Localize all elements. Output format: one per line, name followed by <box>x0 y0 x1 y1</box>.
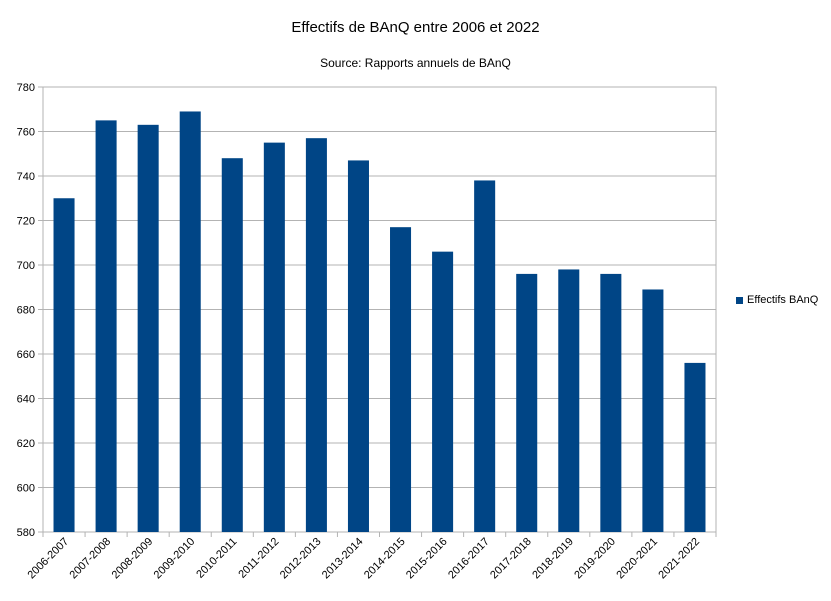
bar <box>390 227 412 533</box>
x-tick-label: 2010-2011 <box>194 536 239 581</box>
bar <box>221 158 243 532</box>
x-tick-label: 2019-2020 <box>572 536 618 582</box>
y-tick-label: 720 <box>17 216 35 228</box>
bar <box>516 273 538 532</box>
x-tick-label: 2016-2017 <box>446 536 492 582</box>
chart-subtitle: Source: Rapports annuels de BAnQ <box>320 56 511 70</box>
x-tick-label: 2013-2014 <box>320 536 366 582</box>
bar <box>684 362 706 532</box>
legend-swatch <box>736 296 743 304</box>
y-tick-label: 680 <box>17 305 35 317</box>
bar <box>558 269 580 532</box>
x-tick-label: 2007-2008 <box>68 536 114 582</box>
x-tick-label: 2012-2013 <box>278 536 324 582</box>
y-tick-label: 780 <box>17 82 35 94</box>
bar <box>347 160 369 533</box>
x-tick-label: 2018-2019 <box>530 536 576 582</box>
x-tick-label: 2009-2010 <box>152 536 198 582</box>
y-tick-label: 660 <box>17 349 35 361</box>
y-tick-label: 580 <box>17 527 35 539</box>
x-tick-label: 2015-2016 <box>404 536 450 582</box>
bar <box>53 198 75 532</box>
bar <box>179 111 201 532</box>
bar <box>600 273 622 532</box>
y-tick-label: 700 <box>17 260 35 272</box>
y-tick-label: 740 <box>17 171 35 183</box>
x-tick-label: 2020-2021 <box>614 536 660 582</box>
x-tick-label: 2011-2012 <box>236 536 281 581</box>
y-tick-label: 640 <box>17 394 35 406</box>
bar <box>95 120 117 532</box>
x-tick-label: 2021-2022 <box>656 536 702 582</box>
y-tick-label: 600 <box>17 483 35 495</box>
bar <box>642 289 664 532</box>
x-tick-label: 2008-2009 <box>110 536 156 582</box>
bar <box>137 124 159 532</box>
x-tick-label: 2006-2007 <box>25 536 71 582</box>
bar <box>432 251 454 532</box>
chart-legend: Effectifs BAnQ <box>736 294 818 306</box>
bar <box>474 180 496 532</box>
legend-label: Effectifs BAnQ <box>747 294 819 306</box>
bar <box>263 142 285 532</box>
y-tick-label: 620 <box>17 438 35 450</box>
x-tick-label: 2017-2018 <box>488 536 534 582</box>
bar <box>305 138 327 533</box>
x-tick-label: 2014-2015 <box>362 536 408 582</box>
y-tick-label: 760 <box>17 127 35 139</box>
chart-title: Effectifs de BAnQ entre 2006 et 2022 <box>291 19 540 36</box>
